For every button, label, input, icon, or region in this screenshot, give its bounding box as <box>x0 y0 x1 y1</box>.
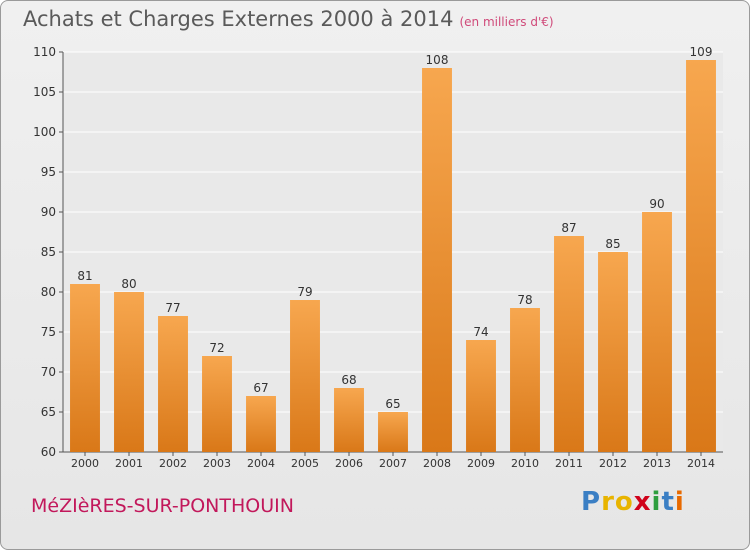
chart-title-text: Achats et Charges Externes 2000 à 2014 <box>23 7 454 31</box>
bar <box>510 308 540 452</box>
y-tick-label: 110 <box>33 45 56 59</box>
x-tick-label: 2004 <box>247 457 275 470</box>
chart-title: Achats et Charges Externes 2000 à 2014 (e… <box>23 7 554 31</box>
bar <box>290 300 320 452</box>
bar-value-label: 109 <box>690 45 713 59</box>
y-tick-label: 65 <box>41 405 56 419</box>
bar-value-label: 81 <box>77 269 92 283</box>
bar-value-label: 77 <box>165 301 180 315</box>
bar <box>686 60 716 452</box>
bar <box>422 68 452 452</box>
bar-value-label: 80 <box>121 277 136 291</box>
x-tick-label: 2013 <box>643 457 671 470</box>
y-tick-label: 100 <box>33 125 56 139</box>
bar <box>202 356 232 452</box>
bar-value-label: 87 <box>561 221 576 235</box>
x-tick-label: 2012 <box>599 457 627 470</box>
x-tick-label: 2003 <box>203 457 231 470</box>
x-tick-label: 2007 <box>379 457 407 470</box>
bar <box>334 388 364 452</box>
bar-value-label: 65 <box>385 397 400 411</box>
y-tick-label: 70 <box>41 365 56 379</box>
commune-name: MéZIèRES-SUR-PONTHOUIN <box>31 495 294 517</box>
x-tick-label: 2005 <box>291 457 319 470</box>
bar <box>246 396 276 452</box>
logo-letter: i <box>651 487 662 517</box>
logo-letter: o <box>614 487 634 517</box>
bar-value-label: 72 <box>209 341 224 355</box>
x-tick-label: 2010 <box>511 457 539 470</box>
bar <box>378 412 408 452</box>
y-tick-label: 85 <box>41 245 56 259</box>
bar <box>642 212 672 452</box>
x-tick-label: 2002 <box>159 457 187 470</box>
bar <box>598 252 628 452</box>
bar-value-label: 78 <box>517 293 532 307</box>
logo-letter: i <box>674 487 685 517</box>
bar <box>158 316 188 452</box>
y-tick-label: 75 <box>41 325 56 339</box>
logo-letter: P <box>581 487 602 517</box>
bar-value-label: 67 <box>253 381 268 395</box>
proxiti-logo: Proxiti <box>581 487 685 517</box>
bar <box>554 236 584 452</box>
y-tick-label: 80 <box>41 285 56 299</box>
logo-letter: x <box>633 487 652 517</box>
y-tick-label: 95 <box>41 165 56 179</box>
y-tick-label: 90 <box>41 205 56 219</box>
bar <box>70 284 100 452</box>
y-tick-label: 105 <box>33 85 56 99</box>
bar-value-label: 85 <box>605 237 620 251</box>
y-tick-label: 60 <box>41 445 56 459</box>
x-tick-label: 2011 <box>555 457 583 470</box>
bar <box>466 340 496 452</box>
bar-value-label: 68 <box>341 373 356 387</box>
x-tick-label: 2009 <box>467 457 495 470</box>
x-tick-label: 2000 <box>71 457 99 470</box>
bar-value-label: 90 <box>649 197 664 211</box>
x-tick-label: 2006 <box>335 457 363 470</box>
logo-letter: t <box>661 487 675 517</box>
x-tick-label: 2014 <box>687 457 715 470</box>
bar-value-label: 79 <box>297 285 312 299</box>
bar <box>114 292 144 452</box>
chart-unit: (en milliers d'€) <box>459 15 554 29</box>
logo-letter: r <box>601 487 615 517</box>
x-tick-label: 2008 <box>423 457 451 470</box>
bar-value-label: 74 <box>473 325 488 339</box>
x-tick-label: 2001 <box>115 457 143 470</box>
bar-value-label: 108 <box>426 53 449 67</box>
